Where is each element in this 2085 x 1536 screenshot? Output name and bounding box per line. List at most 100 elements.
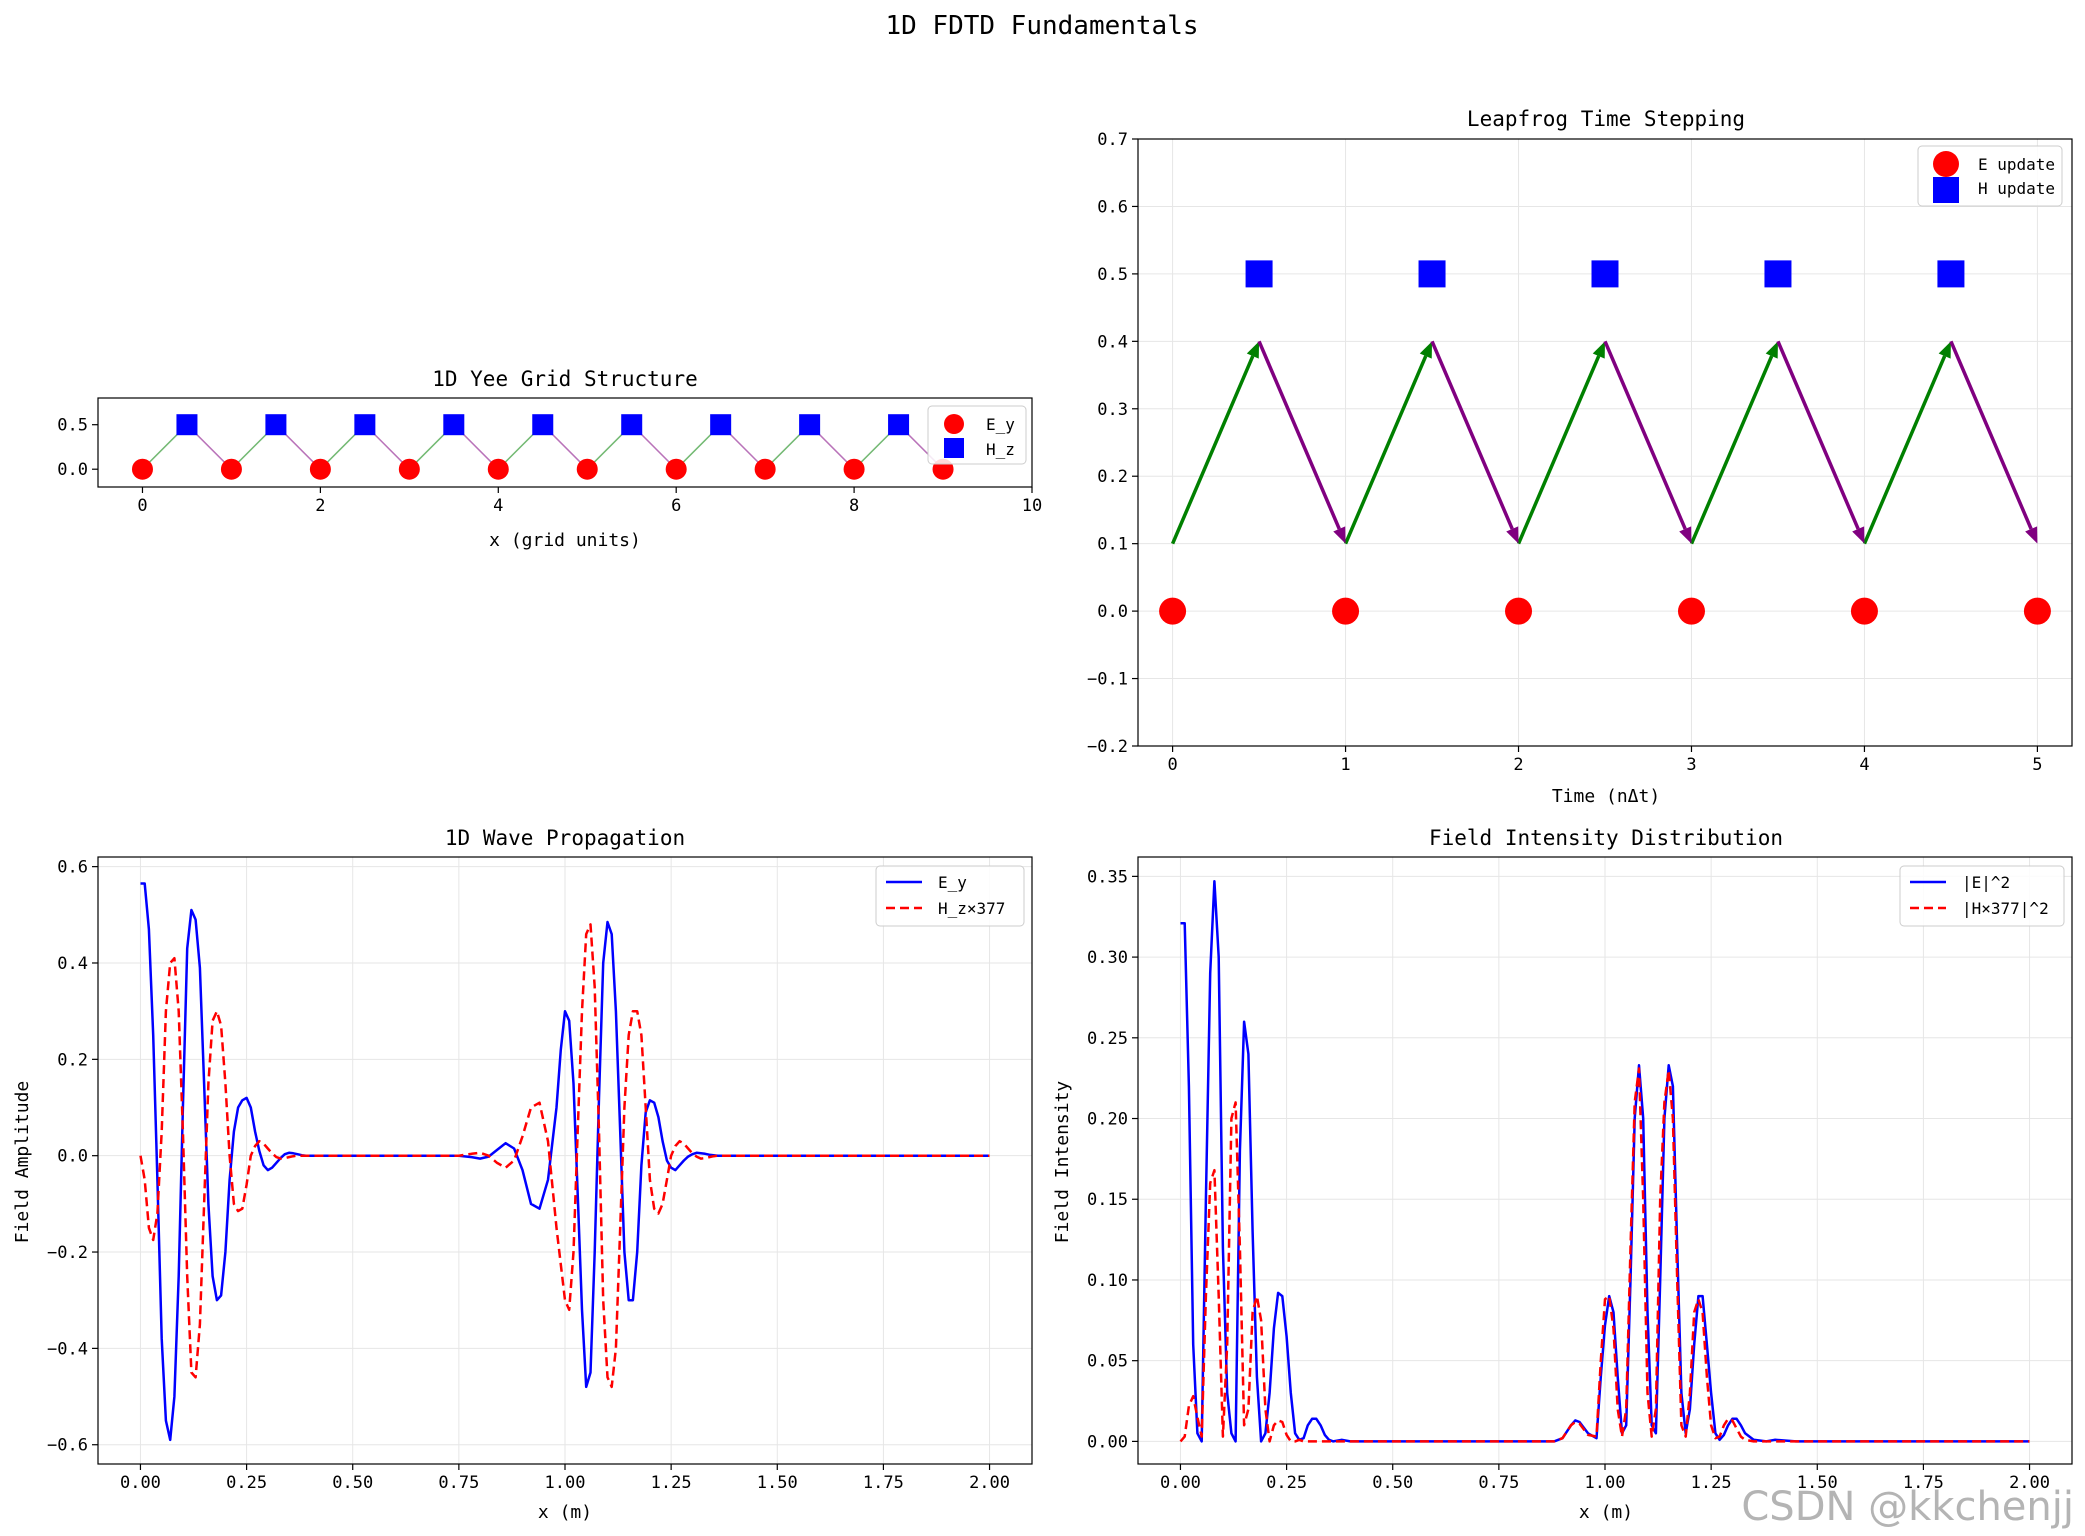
leapfrog-e-point	[1677, 597, 1705, 625]
leap-ytick-label: 0.6	[1097, 197, 1128, 217]
leapfrog-arrow-h-to-e-shaft	[1430, 340, 1514, 530]
yee-h-point	[621, 414, 643, 436]
yee-plot-area: 0 2 4 6 8 10 0.0 0.5	[57, 397, 1042, 516]
intensity-xtick-label: 1.50	[1797, 1473, 1838, 1493]
intensity-xtick-label: 0.50	[1372, 1473, 1413, 1493]
intensity-xtick-label: 0.00	[1160, 1473, 1201, 1493]
yee-xtick-label: 4	[493, 496, 503, 516]
leap-ytick-label: 0.2	[1097, 467, 1128, 487]
intensity-ytick-label: 0.25	[1087, 1029, 1128, 1049]
yee-h-point	[176, 414, 198, 436]
yee-background	[98, 398, 1032, 487]
yee-legend: E_y H_z	[927, 405, 1027, 465]
leapfrog-arrow-e-to-h-head	[1419, 341, 1433, 359]
leapfrog-e-point	[1332, 597, 1360, 625]
leapfrog-arrow-h-to-e-shaft	[1776, 340, 1860, 530]
leap-ytick-label: 0.7	[1097, 130, 1128, 150]
leap-ytick-label: 0.5	[1097, 265, 1128, 285]
leapfrog-arrow-e-to-h-shaft	[1862, 355, 1947, 545]
watermark: CSDN @kkchenjj	[1741, 1484, 2074, 1530]
leapfrog-arrow-h-to-e-head	[1506, 526, 1519, 544]
yee-e-point	[220, 458, 242, 480]
leap-xtick-label: 3	[1686, 755, 1696, 775]
yee-legend-h-label: H_z	[986, 440, 1015, 459]
yee-e-point	[398, 458, 420, 480]
wave-xlabel: x (m)	[538, 1502, 592, 1523]
wave-marks	[139, 882, 990, 1442]
intensity-legend: |E|^2 |H×377|^2	[1899, 865, 2065, 927]
wave-series-1-line	[139, 923, 990, 1389]
yee-e-point	[487, 458, 509, 480]
yee-e-point	[131, 458, 153, 480]
yee-h-point	[799, 414, 821, 436]
leap-ytick-label: 0.4	[1097, 332, 1128, 352]
leapfrog-arrow-e-to-h-shaft	[1170, 355, 1255, 545]
wave-ytick-label: 0.4	[57, 954, 88, 974]
leapfrog-arrow-h-to-e-head	[1333, 526, 1346, 544]
leap-ytick-label: 0.0	[1097, 602, 1128, 622]
leapfrog-legend: E update H update	[1917, 145, 2063, 207]
intensity-ytick-label: 0.00	[1087, 1432, 1128, 1452]
leapfrog-legend-h-marker	[1933, 177, 1959, 203]
yee-h-point	[532, 414, 554, 436]
intensity-ytick-label: 0.35	[1087, 867, 1128, 887]
leapfrog-arrow-h-to-e-shaft	[1949, 340, 2033, 530]
leapfrog-h-point	[1764, 260, 1792, 288]
leapfrog-arrow-h-to-e-head	[1679, 526, 1692, 544]
wave-xtick-label: 1.75	[863, 1473, 904, 1493]
leapfrog-legend-e-marker	[1933, 151, 1959, 177]
wave-ytick-label: 0.0	[57, 1147, 88, 1167]
leapfrog-h-point	[1418, 260, 1446, 288]
leapfrog-arrow-h-to-e-head	[1852, 526, 1865, 544]
leap-xtick-label: 2	[1513, 755, 1523, 775]
wave-legend: E_y H_z×377	[875, 865, 1025, 927]
yee-e-point	[754, 458, 776, 480]
leap-plot-area: 0 1 2 3 4 5 −0.2 −0.1 0.0 0.1 0.2 0.3 0.4 0.5 0.6 0.7	[1087, 130, 2073, 775]
leapfrog-h-point	[1591, 260, 1619, 288]
yee-xtick-label: 8	[849, 496, 859, 516]
wave-propagation-axes: 0.00 0.25 0.50 0.75 1.00 1.25 1.50 1.75 2.00 −0.6…	[12, 826, 1033, 1523]
wave-ytick-label: 0.6	[57, 858, 88, 878]
intensity-title: Field Intensity Distribution	[1429, 826, 1783, 850]
wave-ytick-label: −0.6	[47, 1436, 88, 1456]
leap-ytick-label: 0.3	[1097, 400, 1128, 420]
leapfrog-arrow-e-to-h-head	[1592, 341, 1605, 359]
leapfrog-legend-h-label: H update	[1978, 179, 2055, 198]
intensity-ylabel: Field Intensity	[1052, 1081, 1073, 1244]
intensity-legend-h-label: |H×377|^2	[1962, 899, 2049, 918]
yee-h-point	[265, 414, 287, 436]
yee-e-point	[665, 458, 687, 480]
intensity-ytick-label: 0.20	[1087, 1110, 1128, 1130]
yee-legend-h-marker	[944, 438, 964, 458]
intensity-xtick-label: 0.25	[1266, 1473, 1307, 1493]
leap-background	[1138, 139, 2072, 746]
wave-ytick-label: −0.4	[47, 1339, 88, 1359]
intensity-ytick-label: 0.30	[1087, 948, 1128, 968]
leapfrog-arrow-h-to-e-shaft	[1257, 340, 1341, 530]
leap-spines	[1137, 138, 2073, 747]
wave-xtick-label: 0.50	[332, 1473, 373, 1493]
wave-xtick-label: 0.00	[120, 1473, 161, 1493]
yee-h-point	[710, 414, 732, 436]
leapfrog-h-point	[1245, 260, 1273, 288]
intensity-plot-area: 0.00 0.25 0.50 0.75 1.00 1.25 1.50 1.75 2.00 0.00…	[1087, 856, 2073, 1493]
wave-ytick-label: 0.2	[57, 1050, 88, 1070]
yee-ytick-label: 0.5	[57, 416, 88, 436]
yee-e-point	[843, 458, 865, 480]
leapfrog-arrow-e-to-h-shaft	[1343, 355, 1428, 545]
leap-xtick-label: 5	[2032, 755, 2042, 775]
leapfrog-arrow-e-to-h-head	[1938, 341, 1951, 359]
leapfrog-arrow-e-to-h-head	[1765, 341, 1778, 359]
leap-xtick-label: 0	[1167, 755, 1177, 775]
intensity-xlabel: x (m)	[1579, 1502, 1633, 1523]
yee-xtick-label: 6	[671, 496, 681, 516]
leapfrog-xlabel: Time (nΔt)	[1552, 786, 1660, 807]
leap-xtick-label: 4	[1859, 755, 1869, 775]
wave-plot-area: 0.00 0.25 0.50 0.75 1.00 1.25 1.50 1.75 2.00 −0.6…	[47, 856, 1033, 1493]
figure-title: 1D FDTD Fundamentals	[885, 11, 1198, 41]
intensity-xtick-label: 1.25	[1691, 1473, 1732, 1493]
leap-ytick-label: −0.1	[1087, 670, 1128, 690]
yee-grid-title: 1D Yee Grid Structure	[432, 367, 698, 391]
yee-legend-e-marker	[944, 414, 964, 434]
